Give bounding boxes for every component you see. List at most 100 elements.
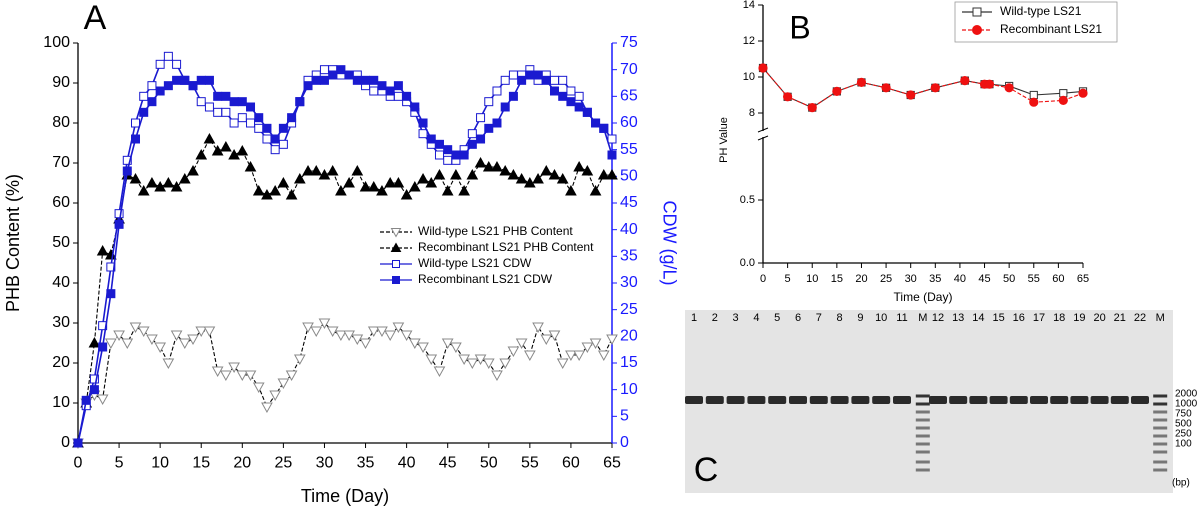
lane-label: 15 xyxy=(992,312,1004,324)
marker xyxy=(336,65,346,75)
band xyxy=(1131,396,1149,404)
marker xyxy=(581,164,594,176)
band xyxy=(705,396,724,404)
x-tick-label: 60 xyxy=(562,455,580,472)
marker xyxy=(129,172,142,184)
y2-tick-label: 0 xyxy=(620,434,629,451)
marker xyxy=(960,76,970,86)
marker xyxy=(451,150,461,160)
marker xyxy=(589,338,602,350)
x-tick-label: 0 xyxy=(74,455,83,472)
marker xyxy=(162,176,175,188)
marker xyxy=(278,123,288,133)
marker xyxy=(98,342,108,352)
band xyxy=(1110,396,1129,404)
marker xyxy=(113,330,125,342)
marker xyxy=(491,370,503,382)
marker xyxy=(566,86,576,96)
marker xyxy=(492,86,502,96)
marker xyxy=(390,242,402,252)
marker xyxy=(269,184,282,196)
y2-tick-label: 10 xyxy=(620,381,638,398)
y2-tick-label: 55 xyxy=(620,141,638,158)
marker xyxy=(213,91,223,101)
x-tick-label: 45 xyxy=(978,273,990,285)
lane-label: 1 xyxy=(691,312,697,324)
marker xyxy=(344,70,354,80)
ladder-band xyxy=(915,450,930,454)
marker xyxy=(517,75,527,85)
marker xyxy=(335,330,347,342)
marker xyxy=(807,103,817,113)
marker xyxy=(351,334,364,346)
marker xyxy=(246,118,256,128)
ladder-band xyxy=(915,460,930,464)
marker xyxy=(236,370,249,382)
marker xyxy=(195,148,208,160)
ladder-band xyxy=(915,394,930,398)
y-tick-label: 0.5 xyxy=(740,194,755,206)
marker xyxy=(515,338,528,350)
band xyxy=(949,396,968,404)
marker xyxy=(204,102,214,112)
marker xyxy=(367,326,380,338)
marker xyxy=(121,338,134,350)
marker xyxy=(287,113,297,123)
marker xyxy=(565,350,577,362)
band xyxy=(969,396,988,404)
y-tick-label: 70 xyxy=(52,154,70,171)
marker xyxy=(295,97,305,107)
marker xyxy=(196,97,206,107)
band xyxy=(1030,396,1048,404)
marker xyxy=(139,107,149,117)
series-line xyxy=(77,68,613,444)
marker xyxy=(187,334,199,346)
marker xyxy=(758,63,768,73)
marker xyxy=(163,51,173,61)
marker xyxy=(443,145,453,155)
marker xyxy=(441,184,454,196)
lane-label: 9 xyxy=(857,312,863,324)
marker xyxy=(139,91,149,101)
marker xyxy=(237,113,247,123)
axis-break xyxy=(757,127,769,133)
y-tick-label: 100 xyxy=(43,34,70,51)
marker xyxy=(525,70,535,80)
marker xyxy=(278,139,288,149)
lane-label: 7 xyxy=(816,312,822,324)
marker xyxy=(549,75,559,85)
y-tick-label: 90 xyxy=(52,74,70,91)
lane-label: 16 xyxy=(1013,312,1025,324)
marker xyxy=(147,81,157,91)
marker xyxy=(293,354,306,366)
marker xyxy=(351,164,364,176)
marker xyxy=(154,180,167,192)
marker xyxy=(450,342,462,354)
marker xyxy=(541,75,551,85)
marker xyxy=(203,132,216,144)
band xyxy=(929,396,947,404)
x-tick-label: 25 xyxy=(274,455,292,472)
marker xyxy=(196,75,206,85)
marker xyxy=(213,107,223,117)
marker xyxy=(533,70,543,80)
lane-label: M xyxy=(918,312,927,324)
marker xyxy=(408,180,421,192)
marker xyxy=(484,123,494,133)
marker xyxy=(361,75,371,85)
marker xyxy=(474,354,487,366)
marker xyxy=(122,155,132,165)
marker xyxy=(540,334,553,346)
y-tick-label: 14 xyxy=(743,0,755,11)
marker xyxy=(155,86,165,96)
marker xyxy=(244,160,257,172)
marker xyxy=(262,134,272,144)
marker xyxy=(96,244,109,256)
marker xyxy=(500,102,510,112)
marker xyxy=(228,362,240,374)
ladder-band xyxy=(915,434,930,438)
marker xyxy=(390,228,402,238)
marker xyxy=(418,129,428,139)
marker xyxy=(154,342,167,354)
marker xyxy=(220,370,232,382)
